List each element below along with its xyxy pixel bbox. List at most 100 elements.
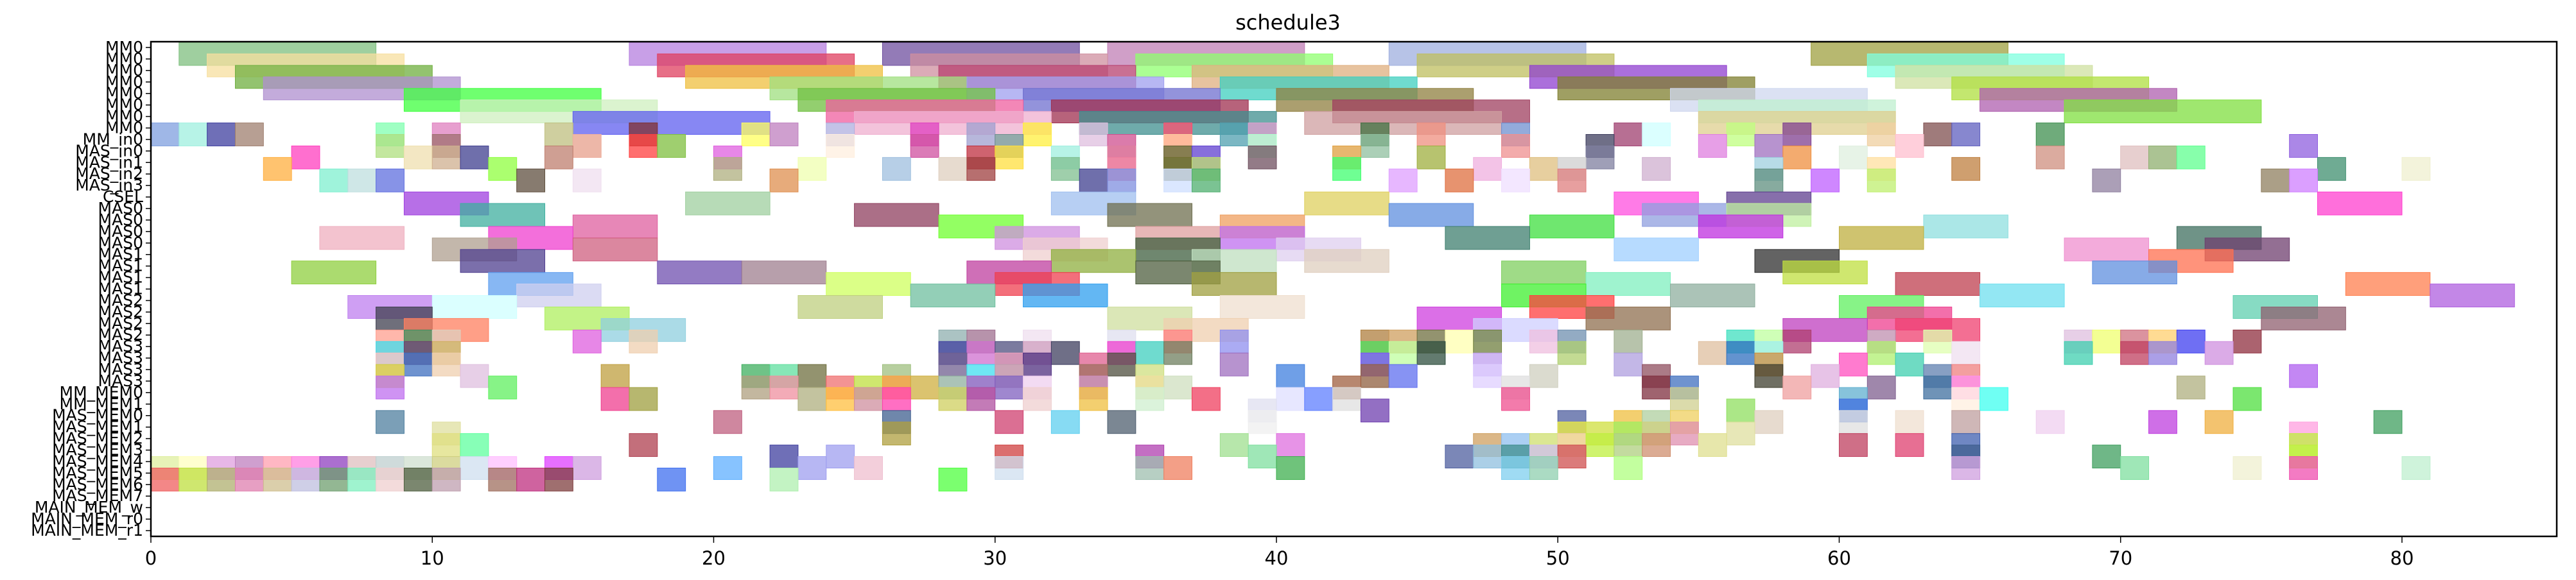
row-label: MAS1	[98, 280, 143, 298]
task-bar	[2148, 145, 2177, 169]
task-bar	[1614, 456, 1643, 480]
task-bar	[1360, 364, 1389, 388]
task-bar	[516, 168, 546, 192]
task-bar	[319, 226, 405, 250]
task-bar	[629, 433, 658, 457]
x-tick-label: 80	[2390, 547, 2414, 569]
task-bar	[741, 123, 770, 146]
x-tick-label: 10	[421, 547, 444, 569]
task-bar	[150, 467, 180, 491]
task-bar	[1304, 111, 1502, 135]
task-bar	[1754, 410, 1784, 434]
task-bar	[1838, 352, 1868, 377]
task-bar	[1276, 433, 1305, 457]
task-bar	[1754, 364, 1784, 388]
task-bar	[1642, 433, 1671, 457]
task-bar	[2317, 191, 2403, 216]
row-label: MAS3	[98, 371, 143, 390]
task-bar	[431, 352, 461, 377]
task-bar	[995, 410, 1024, 434]
task-bar	[178, 123, 208, 146]
task-bar	[1782, 329, 1812, 354]
task-bar	[2373, 410, 2403, 434]
task-bar	[1726, 398, 1755, 423]
task-bar	[460, 456, 489, 480]
task-bar	[1614, 123, 1643, 146]
task-bar	[1135, 341, 1165, 365]
task-bar	[1135, 456, 1165, 480]
task-bar	[572, 237, 658, 262]
task-bar	[1219, 295, 1305, 319]
task-bar	[2176, 329, 2206, 354]
row-label: MAS_MEM5	[52, 463, 143, 482]
row-label: MAS2	[98, 314, 143, 332]
task-bar	[488, 467, 518, 491]
task-bar	[600, 387, 630, 411]
task-bar	[1445, 329, 1474, 354]
task-bar	[516, 467, 546, 491]
task-bar	[207, 467, 236, 491]
row-label: MAS0	[98, 234, 143, 252]
task-bar	[2204, 410, 2234, 434]
task-bar	[1023, 123, 1052, 146]
row-label: MAS_MEM4	[52, 452, 143, 470]
task-bar	[403, 352, 433, 377]
task-bar	[769, 467, 799, 491]
task-bar	[826, 445, 855, 468]
task-bar	[938, 157, 968, 181]
row-label: MAS3	[98, 348, 143, 367]
task-bar	[1388, 364, 1418, 388]
task-bar	[1557, 445, 1587, 468]
task-bar	[1163, 375, 1193, 400]
task-bar	[1023, 284, 1108, 307]
task-bar	[1445, 226, 1530, 250]
task-bar	[1163, 341, 1193, 365]
task-bar	[2261, 168, 2290, 192]
task-bar	[1529, 329, 1558, 354]
task-bar	[1838, 145, 1868, 169]
row-label: MM_MEM0	[60, 383, 143, 402]
row-label: MM0	[105, 38, 143, 56]
task-bar	[1951, 341, 1981, 365]
task-bar	[1895, 433, 1924, 457]
task-bar	[1192, 387, 1221, 411]
row-label: MAS1	[98, 257, 143, 275]
row-label: MAS1	[98, 245, 143, 264]
task-bar	[713, 157, 742, 181]
task-bar	[966, 123, 996, 146]
task-bar	[1614, 352, 1643, 377]
task-bar	[966, 341, 996, 365]
task-bar	[1895, 134, 1924, 158]
task-bar	[2401, 456, 2431, 480]
task-bar	[1980, 284, 2065, 307]
task-bar	[629, 134, 658, 158]
task-bar	[1501, 134, 1530, 158]
row-label: CSEL	[103, 187, 143, 206]
task-bar	[1050, 341, 1080, 365]
task-bar	[1276, 364, 1305, 388]
task-bar	[1473, 157, 1502, 181]
task-bar	[1388, 203, 1474, 227]
task-bar	[1473, 329, 1502, 354]
task-bar	[1529, 214, 1615, 239]
task-bar	[1754, 134, 1784, 158]
task-bar	[1023, 387, 1052, 411]
task-bar	[2289, 134, 2318, 158]
task-bar	[1867, 375, 1896, 400]
x-tick-label: 40	[1265, 547, 1289, 569]
task-bar	[741, 375, 770, 400]
task-bar	[1923, 214, 2008, 239]
task-bar	[995, 145, 1024, 169]
task-bar	[1107, 410, 1136, 434]
task-bar	[544, 467, 573, 491]
x-axis: 0 10 20 30 40 50 60 70 80	[145, 536, 2414, 569]
task-bar	[2232, 387, 2262, 411]
task-bar	[1698, 433, 1727, 457]
task-bar	[966, 157, 996, 181]
task-bar	[263, 467, 292, 491]
task-bar	[1501, 168, 1530, 192]
task-bar	[1951, 157, 1981, 181]
task-bar	[1501, 387, 1530, 411]
task-bar	[1867, 123, 1896, 146]
task-bar	[2401, 157, 2431, 181]
